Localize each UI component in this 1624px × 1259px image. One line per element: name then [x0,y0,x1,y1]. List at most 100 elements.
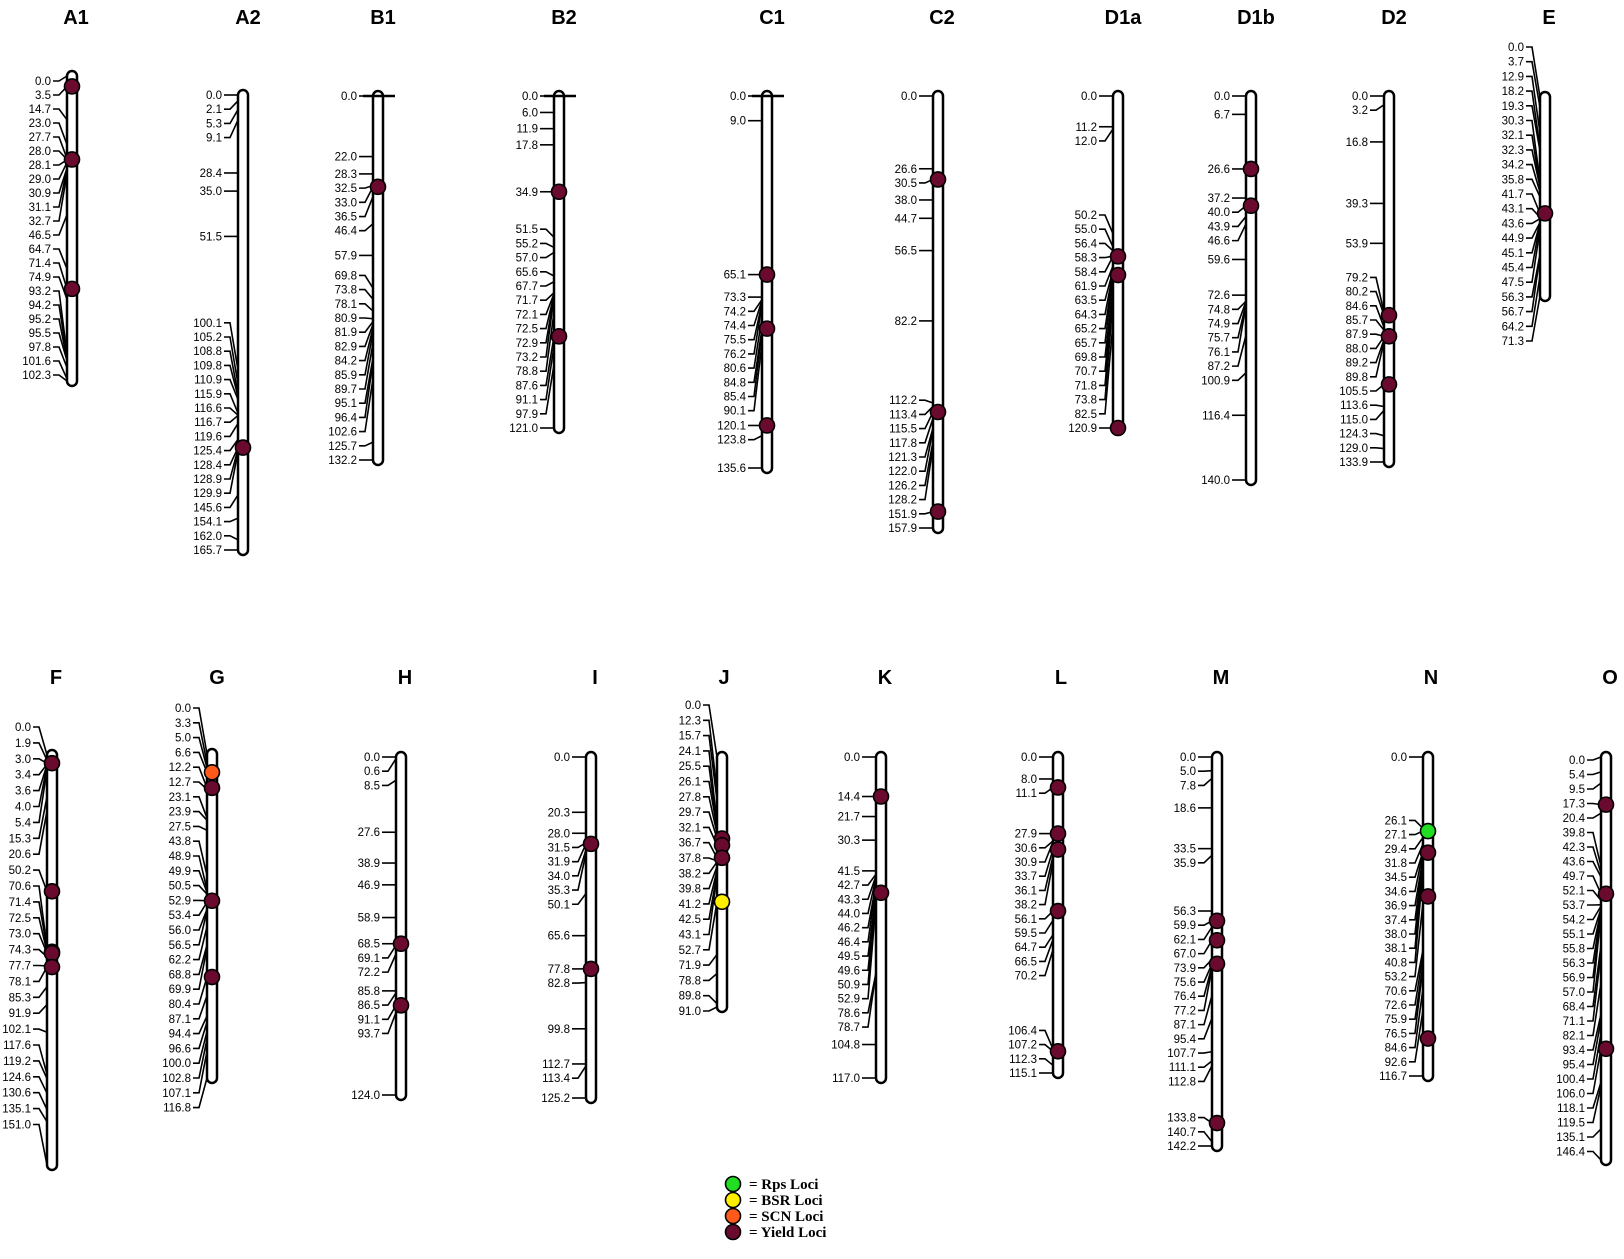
marker-position: 62.2 [169,955,191,967]
marker-tick [193,1031,208,1064]
marker-position: 50.5 [169,881,191,893]
marker-position: 107.1 [162,1088,191,1100]
marker-tick [33,765,48,808]
marker-tick [53,332,68,361]
marker-position: 0.6 [364,766,380,778]
marker-tick [224,119,239,139]
marker-position: 44.0 [838,908,860,920]
marker-tick [1099,214,1114,235]
marker-position: 51.5 [200,231,222,243]
marker-position: 122.0 [888,466,917,478]
marker-position: 17.8 [516,140,538,152]
marker-tick [919,441,934,487]
yield-locus [758,320,776,337]
marker-tick [53,168,68,208]
marker-tick [33,932,48,954]
marker-tick [1587,831,1602,867]
marker-position: 35.9 [1174,858,1196,870]
marker-tick [359,223,374,232]
marker-position: 33.0 [335,197,357,209]
marker-position: 3.0 [15,754,31,766]
marker-position: 28.0 [29,146,51,158]
marker-position: 55.2 [516,238,538,250]
yield-locus [1208,955,1226,973]
marker-tick [1409,949,1424,992]
marker-position: 23.0 [29,118,51,130]
marker-tick [703,873,718,920]
yield-locus [872,884,890,902]
marker-position: 36.9 [1385,901,1407,913]
marker-position: 112.2 [889,395,917,407]
marker-position: 49.5 [838,951,860,963]
marker-tick [1526,229,1541,283]
marker-tick [703,811,718,839]
marker-position: 0.0 [175,703,191,715]
marker-position: 28.1 [29,160,51,172]
marker-position: 20.4 [1563,813,1586,825]
yield-locus [929,171,947,188]
marker-position: 57.0 [1563,987,1585,999]
marker-position: 40.8 [1385,957,1407,969]
marker-position: 84.8 [724,377,746,389]
marker-position: 81.9 [335,327,357,339]
chromosome-bar [65,69,79,388]
marker-tick [33,869,48,892]
marker-position: 78.7 [838,1022,860,1034]
marker-position: 37.4 [1385,915,1408,927]
marker-position: 59.5 [1015,928,1037,940]
marker-position: 123.8 [717,435,746,447]
marker-position: 2.1 [206,104,222,116]
marker-position: 18.2 [1502,86,1524,98]
marker-position: 0.0 [1180,752,1196,764]
yield-locus [1536,205,1554,222]
marker-position: 95.4 [1563,1060,1586,1072]
marker-tick [1526,276,1541,328]
marker-position: 64.2 [1502,321,1524,333]
marker-position: 52.1 [1563,886,1585,898]
marker-position: 14.4 [838,792,861,804]
marker-position: 91.9 [9,1008,31,1020]
marker-position: 94.2 [29,300,51,312]
marker-tick [33,1028,48,1033]
marker-position: 0.0 [844,752,860,764]
marker-position: 36.5 [335,212,357,224]
marker-tick [748,299,763,327]
yield-locus [1242,197,1260,215]
yield-locus [63,78,81,95]
marker-tick [748,316,763,369]
marker-position: 65.6 [516,267,538,279]
marker-tick [382,758,397,772]
chromosome-label: L [1055,667,1067,689]
marker-position: 91.1 [358,1014,380,1026]
marker-tick [1099,276,1114,344]
marker-position: 12.9 [1502,71,1524,83]
chromosome-c1: C1 0.0 9.0 65.1 73.3 74.2 74.4 75.5 76.2 80.6 84.8… [717,7,785,475]
yield-locus [550,328,568,345]
chromosome-label: C2 [929,7,955,29]
marker-tick [224,350,239,394]
marker-position: 68.8 [169,969,191,981]
marker-position: 46.5 [29,230,51,242]
chromosome-o: O 0.0 5.4 9.5 17.3 20.4 39.8 42.3 43.6 49.7 52.1 53… [1556,667,1618,1167]
marker-position: 43.9 [1208,221,1230,233]
marker-position: 8.5 [364,780,380,792]
yield-locus [203,892,221,910]
marker-tick [53,214,68,236]
marker-position: 9.0 [730,116,746,128]
marker-position: 96.6 [169,1043,191,1055]
marker-tick [748,434,763,441]
marker-tick [1409,868,1424,964]
marker-tick [919,446,934,501]
marker-tick [53,108,68,121]
marker-position: 53.9 [1346,238,1368,250]
marker-tick [1587,1019,1602,1066]
marker-position: 38.2 [1015,900,1037,912]
marker-tick [193,707,208,755]
marker-tick [1370,305,1385,328]
marker-position: 26.1 [679,777,701,789]
marker-position: 59.6 [1208,254,1230,266]
marker-position: 78.1 [335,299,357,311]
marker-position: 46.4 [838,937,861,949]
marker-position: 89.2 [1346,358,1368,370]
marker-position: 95.4 [1174,1034,1197,1046]
